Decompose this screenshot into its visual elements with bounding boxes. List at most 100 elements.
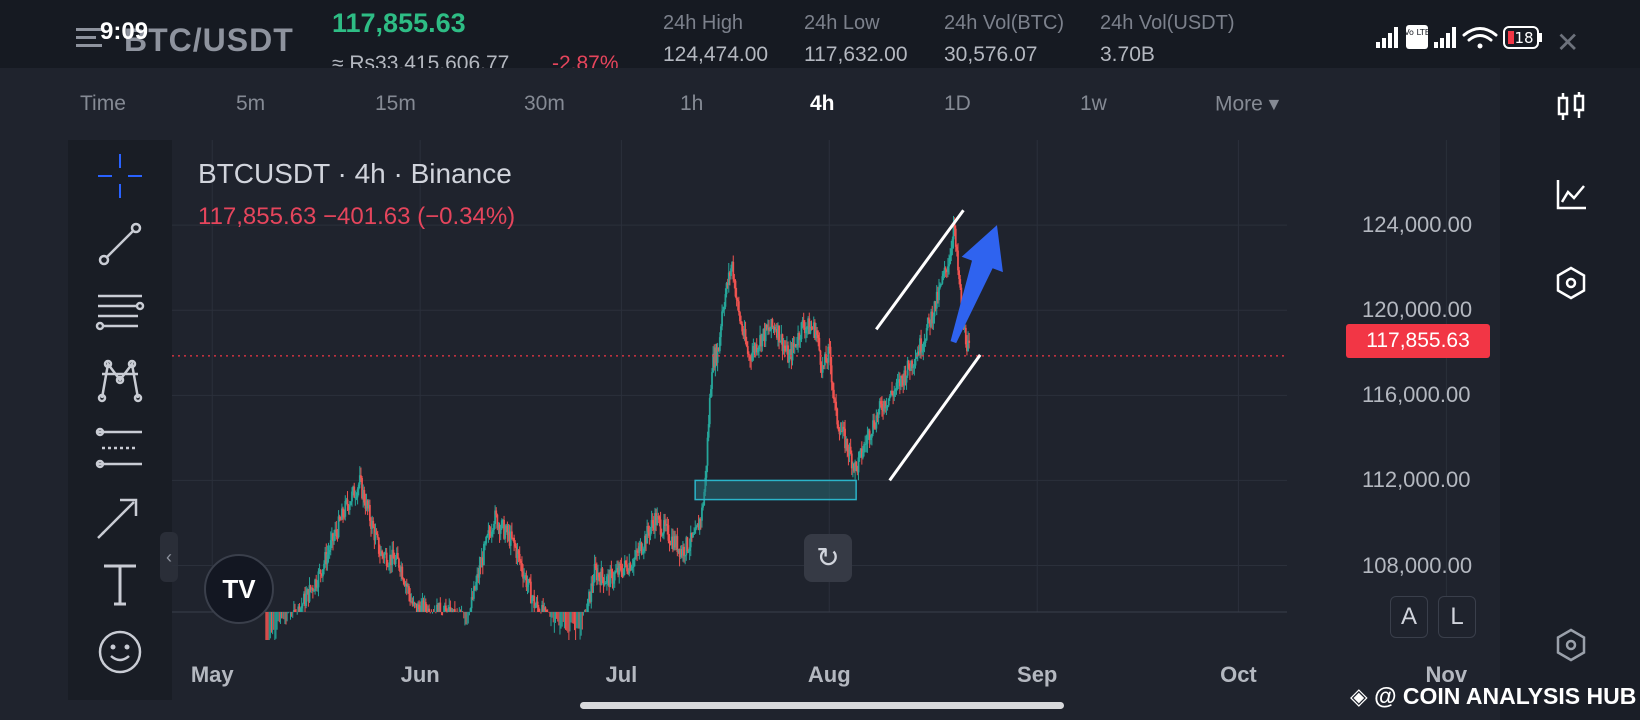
reset-chart-button[interactable]: ↻ [804, 534, 852, 582]
candle-body [515, 546, 518, 558]
tradingview-logo-icon[interactable]: TV [204, 554, 274, 624]
settings-hex-icon[interactable] [1554, 266, 1588, 300]
candle-body [682, 546, 684, 556]
crosshair-icon[interactable] [94, 150, 146, 202]
timeframe-more[interactable]: More ▾ [1215, 92, 1280, 116]
candle-body [413, 602, 416, 604]
trend-line-icon[interactable] [94, 218, 146, 270]
candle-body [922, 344, 925, 351]
candle-body [486, 535, 489, 537]
menu-icon[interactable] [76, 22, 106, 52]
candle-body [363, 490, 366, 503]
indicators-icon[interactable] [1554, 178, 1588, 212]
candle-body [794, 344, 797, 347]
candle-body [868, 430, 871, 441]
candle-body [841, 426, 844, 432]
candle-body [373, 527, 376, 541]
candle-body [487, 530, 490, 536]
watermark: ◈ @ COIN ANALYSIS HUB [1350, 683, 1637, 709]
timeframe-15m[interactable]: 15m [375, 92, 416, 115]
candle-body [447, 610, 450, 612]
log-scale-button[interactable]: L [1438, 596, 1476, 638]
text-icon[interactable] [94, 558, 146, 610]
collapse-toolbar-button[interactable]: ‹ [160, 532, 178, 582]
candle-body [844, 428, 846, 449]
candle-body [649, 527, 652, 536]
price-chart[interactable] [172, 140, 1500, 640]
candle-body [545, 610, 548, 612]
candle-body [896, 381, 899, 383]
auto-scale-button[interactable]: A [1390, 596, 1428, 638]
stat-label: 24h Low [804, 12, 880, 34]
candle-type-icon[interactable] [1554, 90, 1588, 124]
candle-body [843, 426, 845, 429]
candle-body [683, 546, 685, 556]
candle-body [951, 239, 954, 249]
candle-body [640, 542, 643, 554]
candle-body [687, 550, 690, 552]
candle-body [941, 276, 944, 284]
candle-body [651, 520, 654, 524]
timeframe-30m[interactable]: 30m [524, 92, 565, 115]
candle-body [390, 554, 393, 566]
candle-body [353, 486, 356, 498]
candle-body [773, 326, 776, 331]
timeframe-1w[interactable]: 1w [1080, 92, 1107, 115]
timeframe-1d[interactable]: 1D [944, 92, 971, 115]
candle-body [422, 600, 425, 612]
candle-body [829, 346, 832, 366]
pair-symbol[interactable]: BTC/USDT [124, 22, 294, 58]
candle-body [333, 536, 336, 542]
candle-body [438, 602, 441, 612]
candle-body [705, 465, 708, 478]
candle-body [386, 565, 389, 567]
candle-body [911, 360, 914, 369]
pattern-icon[interactable] [94, 354, 146, 406]
candle-body [876, 415, 879, 418]
candle-body [723, 306, 726, 310]
candle-body [964, 327, 967, 345]
x-tick-label: Nov [1425, 662, 1468, 687]
candle-body [796, 345, 798, 347]
candle-body [913, 365, 916, 367]
timeframe-1h[interactable]: 1h [680, 92, 704, 115]
candle-body [865, 443, 868, 445]
candle-body [928, 317, 930, 320]
candle-body [709, 389, 712, 398]
candle-body [822, 365, 825, 367]
candle-body [895, 382, 898, 390]
candle-body [351, 491, 353, 502]
candle-body [742, 331, 745, 336]
candle-body [904, 370, 907, 383]
candle-body [815, 330, 817, 339]
settings-hex-icon[interactable] [1554, 628, 1588, 662]
close-icon[interactable]: ✕ [1556, 27, 1580, 58]
candle-body [334, 529, 337, 537]
candle-body [775, 329, 778, 338]
candle-body [527, 579, 530, 585]
candle-body [697, 523, 700, 531]
emoji-icon[interactable] [94, 626, 146, 678]
wifi-icon [1462, 27, 1498, 49]
candle-body [769, 330, 772, 332]
candle-body [839, 431, 842, 435]
timeframe-5m[interactable]: 5m [236, 92, 266, 115]
candle-body [598, 573, 600, 578]
timeframe-time[interactable]: Time [80, 92, 126, 115]
projection-icon[interactable] [94, 422, 146, 474]
x-tick-label: Oct [1220, 662, 1257, 687]
candle-body [617, 568, 619, 575]
x-tick-label: Aug [807, 662, 851, 687]
fib-lines-icon[interactable] [94, 286, 146, 338]
timeframe-4h[interactable]: 4h [810, 92, 835, 115]
candle-body [450, 611, 453, 613]
arrow-brush-icon[interactable] [94, 490, 146, 542]
candle-body [343, 516, 346, 518]
candle-body [689, 532, 692, 548]
candle-body [394, 558, 397, 565]
candle-body [902, 378, 905, 386]
candle-body [419, 609, 422, 612]
candle-body [613, 572, 616, 581]
candle-body [718, 337, 721, 352]
candle-body [889, 390, 892, 397]
